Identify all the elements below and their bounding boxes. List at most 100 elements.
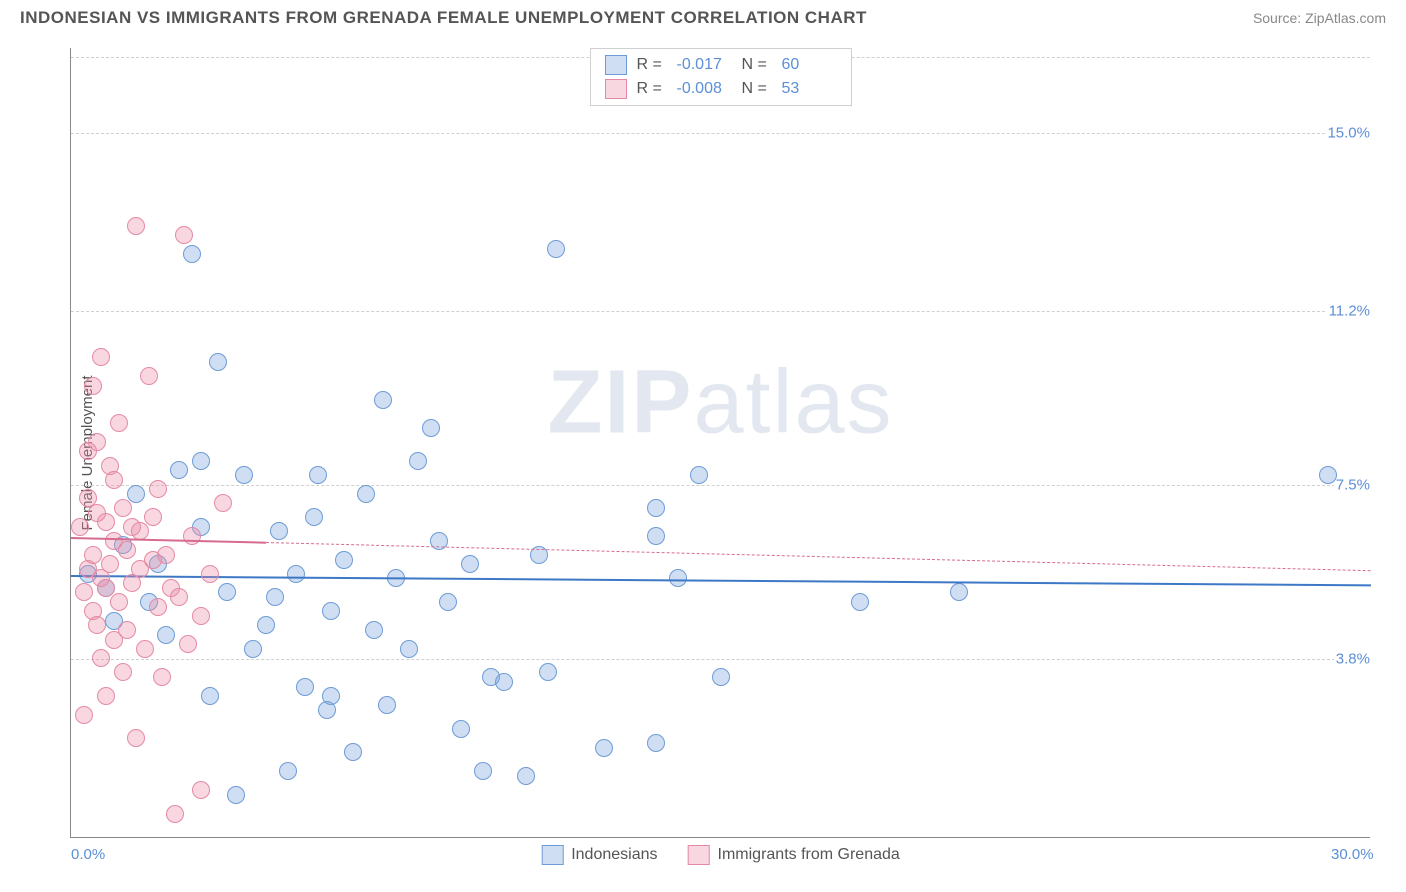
- data-point: [690, 466, 708, 484]
- data-point: [84, 546, 102, 564]
- y-tick-label: 15.0%: [1325, 124, 1372, 141]
- data-point: [136, 640, 154, 658]
- data-point: [422, 419, 440, 437]
- legend-label: Immigrants from Grenada: [718, 846, 900, 864]
- data-point: [378, 696, 396, 714]
- trend-line: [71, 537, 266, 544]
- data-point: [114, 663, 132, 681]
- legend-n-value: 60: [782, 56, 837, 74]
- data-point: [144, 508, 162, 526]
- data-point: [92, 348, 110, 366]
- data-point: [71, 518, 89, 536]
- data-point: [201, 687, 219, 705]
- data-point: [166, 805, 184, 823]
- data-point: [92, 649, 110, 667]
- data-point: [192, 781, 210, 799]
- data-point: [88, 504, 106, 522]
- y-tick-label: 3.8%: [1334, 651, 1372, 668]
- data-point: [244, 640, 262, 658]
- legend-n-label: N =: [742, 80, 772, 98]
- data-point: [97, 687, 115, 705]
- data-point: [227, 786, 245, 804]
- legend-r-label: R =: [637, 56, 667, 74]
- data-point: [279, 762, 297, 780]
- data-point: [201, 565, 219, 583]
- data-point: [335, 551, 353, 569]
- data-point: [374, 391, 392, 409]
- data-point: [296, 678, 314, 696]
- chart-header: INDONESIAN VS IMMIGRANTS FROM GRENADA FE…: [0, 0, 1406, 32]
- data-point: [114, 499, 132, 517]
- data-point: [439, 593, 457, 611]
- data-point: [235, 466, 253, 484]
- y-tick-label: 11.2%: [1327, 303, 1372, 320]
- data-point: [175, 226, 193, 244]
- data-point: [647, 734, 665, 752]
- data-point: [84, 377, 102, 395]
- legend-item: Immigrants from Grenada: [688, 845, 900, 865]
- data-point: [84, 602, 102, 620]
- data-point: [157, 626, 175, 644]
- legend-row: R =-0.008N =53: [605, 77, 837, 101]
- gridline: [71, 659, 1370, 660]
- data-point: [170, 461, 188, 479]
- chart-source: Source: ZipAtlas.com: [1253, 10, 1386, 26]
- data-point: [266, 588, 284, 606]
- data-point: [595, 739, 613, 757]
- gridline: [71, 311, 1370, 312]
- legend-r-value: -0.017: [677, 56, 732, 74]
- data-point: [950, 583, 968, 601]
- chart-container: Female Unemployment ZIPatlas R =-0.017N …: [20, 38, 1386, 868]
- chart-title: INDONESIAN VS IMMIGRANTS FROM GRENADA FE…: [20, 8, 867, 28]
- legend-item: Indonesians: [541, 845, 657, 865]
- watermark-bold: ZIP: [547, 353, 693, 453]
- data-point: [118, 621, 136, 639]
- data-point: [192, 452, 210, 470]
- legend-r-value: -0.008: [677, 80, 732, 98]
- data-point: [647, 527, 665, 545]
- data-point: [452, 720, 470, 738]
- data-point: [322, 687, 340, 705]
- data-point: [118, 541, 136, 559]
- legend-n-value: 53: [782, 80, 837, 98]
- data-point: [140, 367, 158, 385]
- data-point: [309, 466, 327, 484]
- data-point: [110, 593, 128, 611]
- data-point: [539, 663, 557, 681]
- x-tick-label: 30.0%: [1331, 846, 1374, 863]
- data-point: [183, 527, 201, 545]
- data-point: [157, 546, 175, 564]
- data-point: [127, 729, 145, 747]
- data-point: [127, 217, 145, 235]
- data-point: [322, 602, 340, 620]
- data-point: [287, 565, 305, 583]
- data-point: [409, 452, 427, 470]
- data-point: [149, 480, 167, 498]
- data-point: [1319, 466, 1337, 484]
- data-point: [131, 560, 149, 578]
- legend-row: R = -0.017 N = 60: [605, 53, 837, 77]
- data-point: [101, 555, 119, 573]
- legend-label: Indonesians: [571, 846, 657, 864]
- data-point: [179, 635, 197, 653]
- data-point: [75, 583, 93, 601]
- legend-swatch: [541, 845, 563, 865]
- trend-line: [266, 542, 1371, 571]
- gridline: [71, 485, 1370, 486]
- data-point: [79, 442, 97, 460]
- data-point: [357, 485, 375, 503]
- y-tick-label: 7.5%: [1334, 477, 1372, 494]
- data-point: [461, 555, 479, 573]
- data-point: [495, 673, 513, 691]
- data-point: [517, 767, 535, 785]
- data-point: [365, 621, 383, 639]
- legend-swatch: [605, 55, 627, 75]
- data-point: [192, 607, 210, 625]
- legend-n-label: N =: [742, 56, 772, 74]
- data-point: [547, 240, 565, 258]
- legend-swatch: [688, 845, 710, 865]
- x-tick-label: 0.0%: [71, 846, 105, 863]
- data-point: [183, 245, 201, 263]
- data-point: [75, 706, 93, 724]
- watermark-rest: atlas: [693, 353, 893, 453]
